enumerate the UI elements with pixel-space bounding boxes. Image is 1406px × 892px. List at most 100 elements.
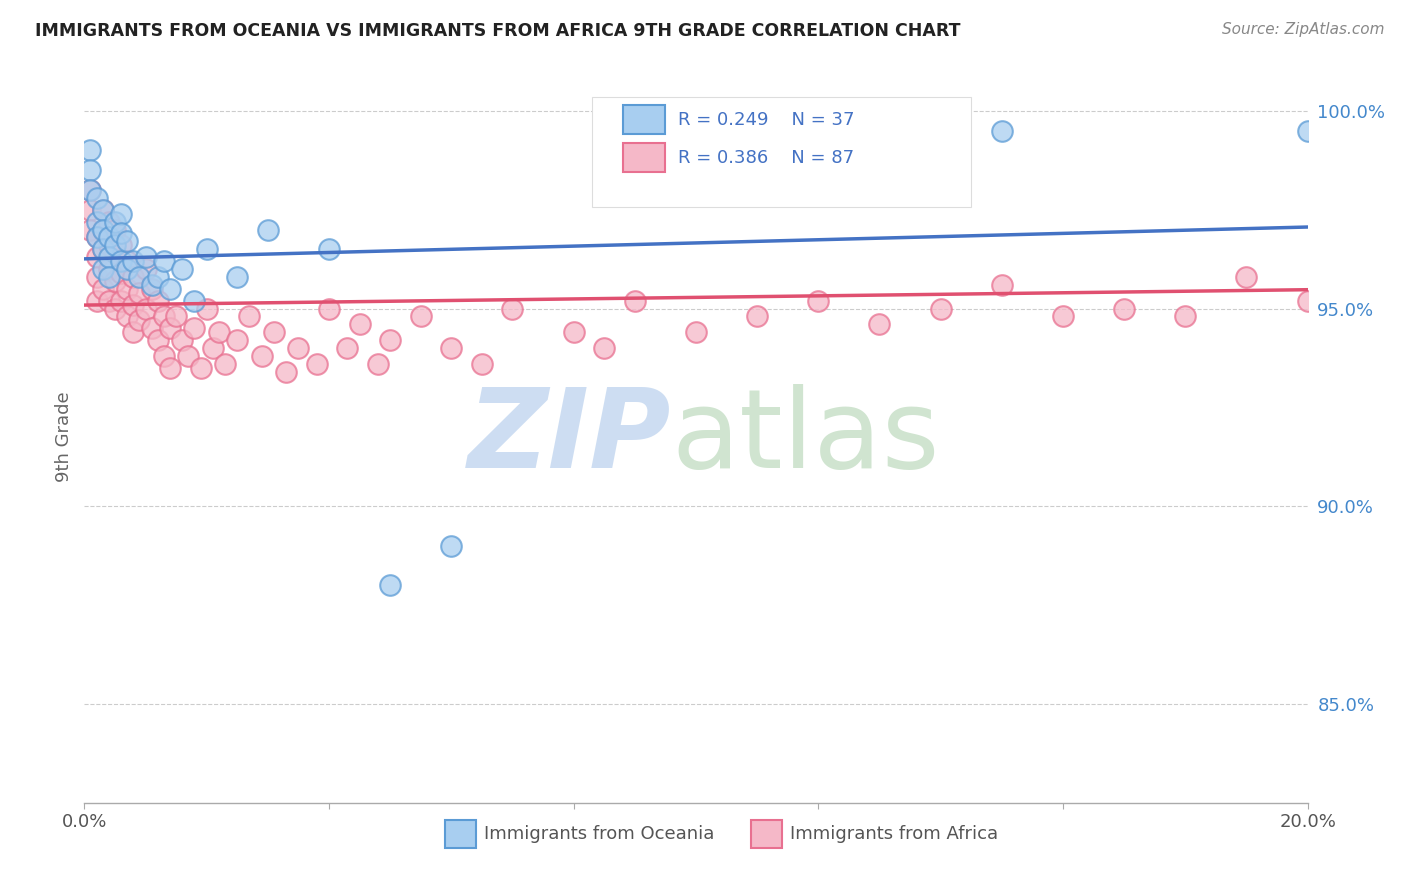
Point <box>97 214 120 228</box>
Point <box>1296 293 1319 308</box>
Point <box>79 163 101 178</box>
Point <box>110 207 132 221</box>
Point <box>276 365 298 379</box>
Point <box>110 254 132 268</box>
Point <box>110 266 132 280</box>
FancyBboxPatch shape <box>623 105 665 135</box>
Text: Immigrants from Africa: Immigrants from Africa <box>790 825 998 843</box>
Point <box>1358 282 1381 296</box>
Point <box>685 326 707 340</box>
Point <box>624 293 647 308</box>
Text: R = 0.249    N = 37: R = 0.249 N = 37 <box>678 111 853 128</box>
Point <box>91 202 114 217</box>
Point <box>79 202 101 217</box>
FancyBboxPatch shape <box>623 143 665 172</box>
Point <box>104 246 127 260</box>
Point <box>97 250 120 264</box>
Text: atlas: atlas <box>672 384 941 491</box>
Point <box>146 333 169 347</box>
Point <box>86 230 108 244</box>
Point <box>86 293 108 308</box>
FancyBboxPatch shape <box>592 97 972 207</box>
Point <box>1236 269 1258 284</box>
Point <box>91 282 114 296</box>
Point <box>128 269 150 284</box>
Point <box>349 318 371 332</box>
Point <box>91 262 114 277</box>
Point <box>91 222 114 236</box>
Point <box>128 313 150 327</box>
Point <box>122 298 145 312</box>
Point <box>562 326 585 340</box>
Point <box>208 326 231 340</box>
Point <box>79 183 101 197</box>
Point <box>250 349 273 363</box>
Point <box>104 274 127 288</box>
Point <box>336 341 359 355</box>
Point <box>135 262 157 277</box>
Text: R = 0.386    N = 87: R = 0.386 N = 87 <box>678 149 853 167</box>
Point <box>115 254 138 268</box>
Point <box>79 183 101 197</box>
Point <box>177 349 200 363</box>
Point <box>159 360 181 375</box>
Text: Immigrants from Oceania: Immigrants from Oceania <box>484 825 714 843</box>
Point <box>190 360 212 375</box>
Point <box>318 242 340 256</box>
Point <box>153 349 176 363</box>
Point <box>79 222 101 236</box>
Point <box>141 321 163 335</box>
Point <box>172 333 194 347</box>
Point <box>214 357 236 371</box>
Point <box>380 333 402 347</box>
Point <box>104 214 127 228</box>
Point <box>172 262 194 277</box>
Point <box>367 357 389 371</box>
FancyBboxPatch shape <box>751 821 782 848</box>
Point <box>141 282 163 296</box>
Point <box>146 269 169 284</box>
Point <box>79 144 101 158</box>
Point <box>440 539 463 553</box>
Point <box>104 222 127 236</box>
Point <box>238 310 260 324</box>
Point <box>159 321 181 335</box>
Point <box>929 301 952 316</box>
Point <box>195 301 218 316</box>
Point <box>91 242 114 256</box>
Point <box>86 269 108 284</box>
Point <box>305 357 328 371</box>
Point <box>97 293 120 308</box>
Point <box>122 254 145 268</box>
Text: IMMIGRANTS FROM OCEANIA VS IMMIGRANTS FROM AFRICA 9TH GRADE CORRELATION CHART: IMMIGRANTS FROM OCEANIA VS IMMIGRANTS FR… <box>35 22 960 40</box>
Text: Source: ZipAtlas.com: Source: ZipAtlas.com <box>1222 22 1385 37</box>
Point <box>104 301 127 316</box>
Point <box>183 293 205 308</box>
Point <box>86 214 108 228</box>
Point <box>1174 310 1197 324</box>
Point <box>97 238 120 252</box>
Point <box>97 269 120 284</box>
Point <box>183 321 205 335</box>
Point <box>91 242 114 256</box>
Point <box>440 341 463 355</box>
Point <box>115 235 138 249</box>
Point <box>201 341 224 355</box>
Point <box>471 357 494 371</box>
Point <box>1052 310 1074 324</box>
Point <box>380 578 402 592</box>
Point <box>115 262 138 277</box>
Point <box>115 310 138 324</box>
Point <box>141 277 163 292</box>
Point <box>97 230 120 244</box>
Point <box>86 250 108 264</box>
Point <box>91 202 114 217</box>
Point <box>287 341 309 355</box>
Point <box>257 222 280 236</box>
Point <box>991 123 1014 137</box>
Point <box>1296 123 1319 137</box>
Point <box>122 269 145 284</box>
Point <box>226 269 249 284</box>
Text: ZIP: ZIP <box>468 384 672 491</box>
Point <box>86 230 108 244</box>
